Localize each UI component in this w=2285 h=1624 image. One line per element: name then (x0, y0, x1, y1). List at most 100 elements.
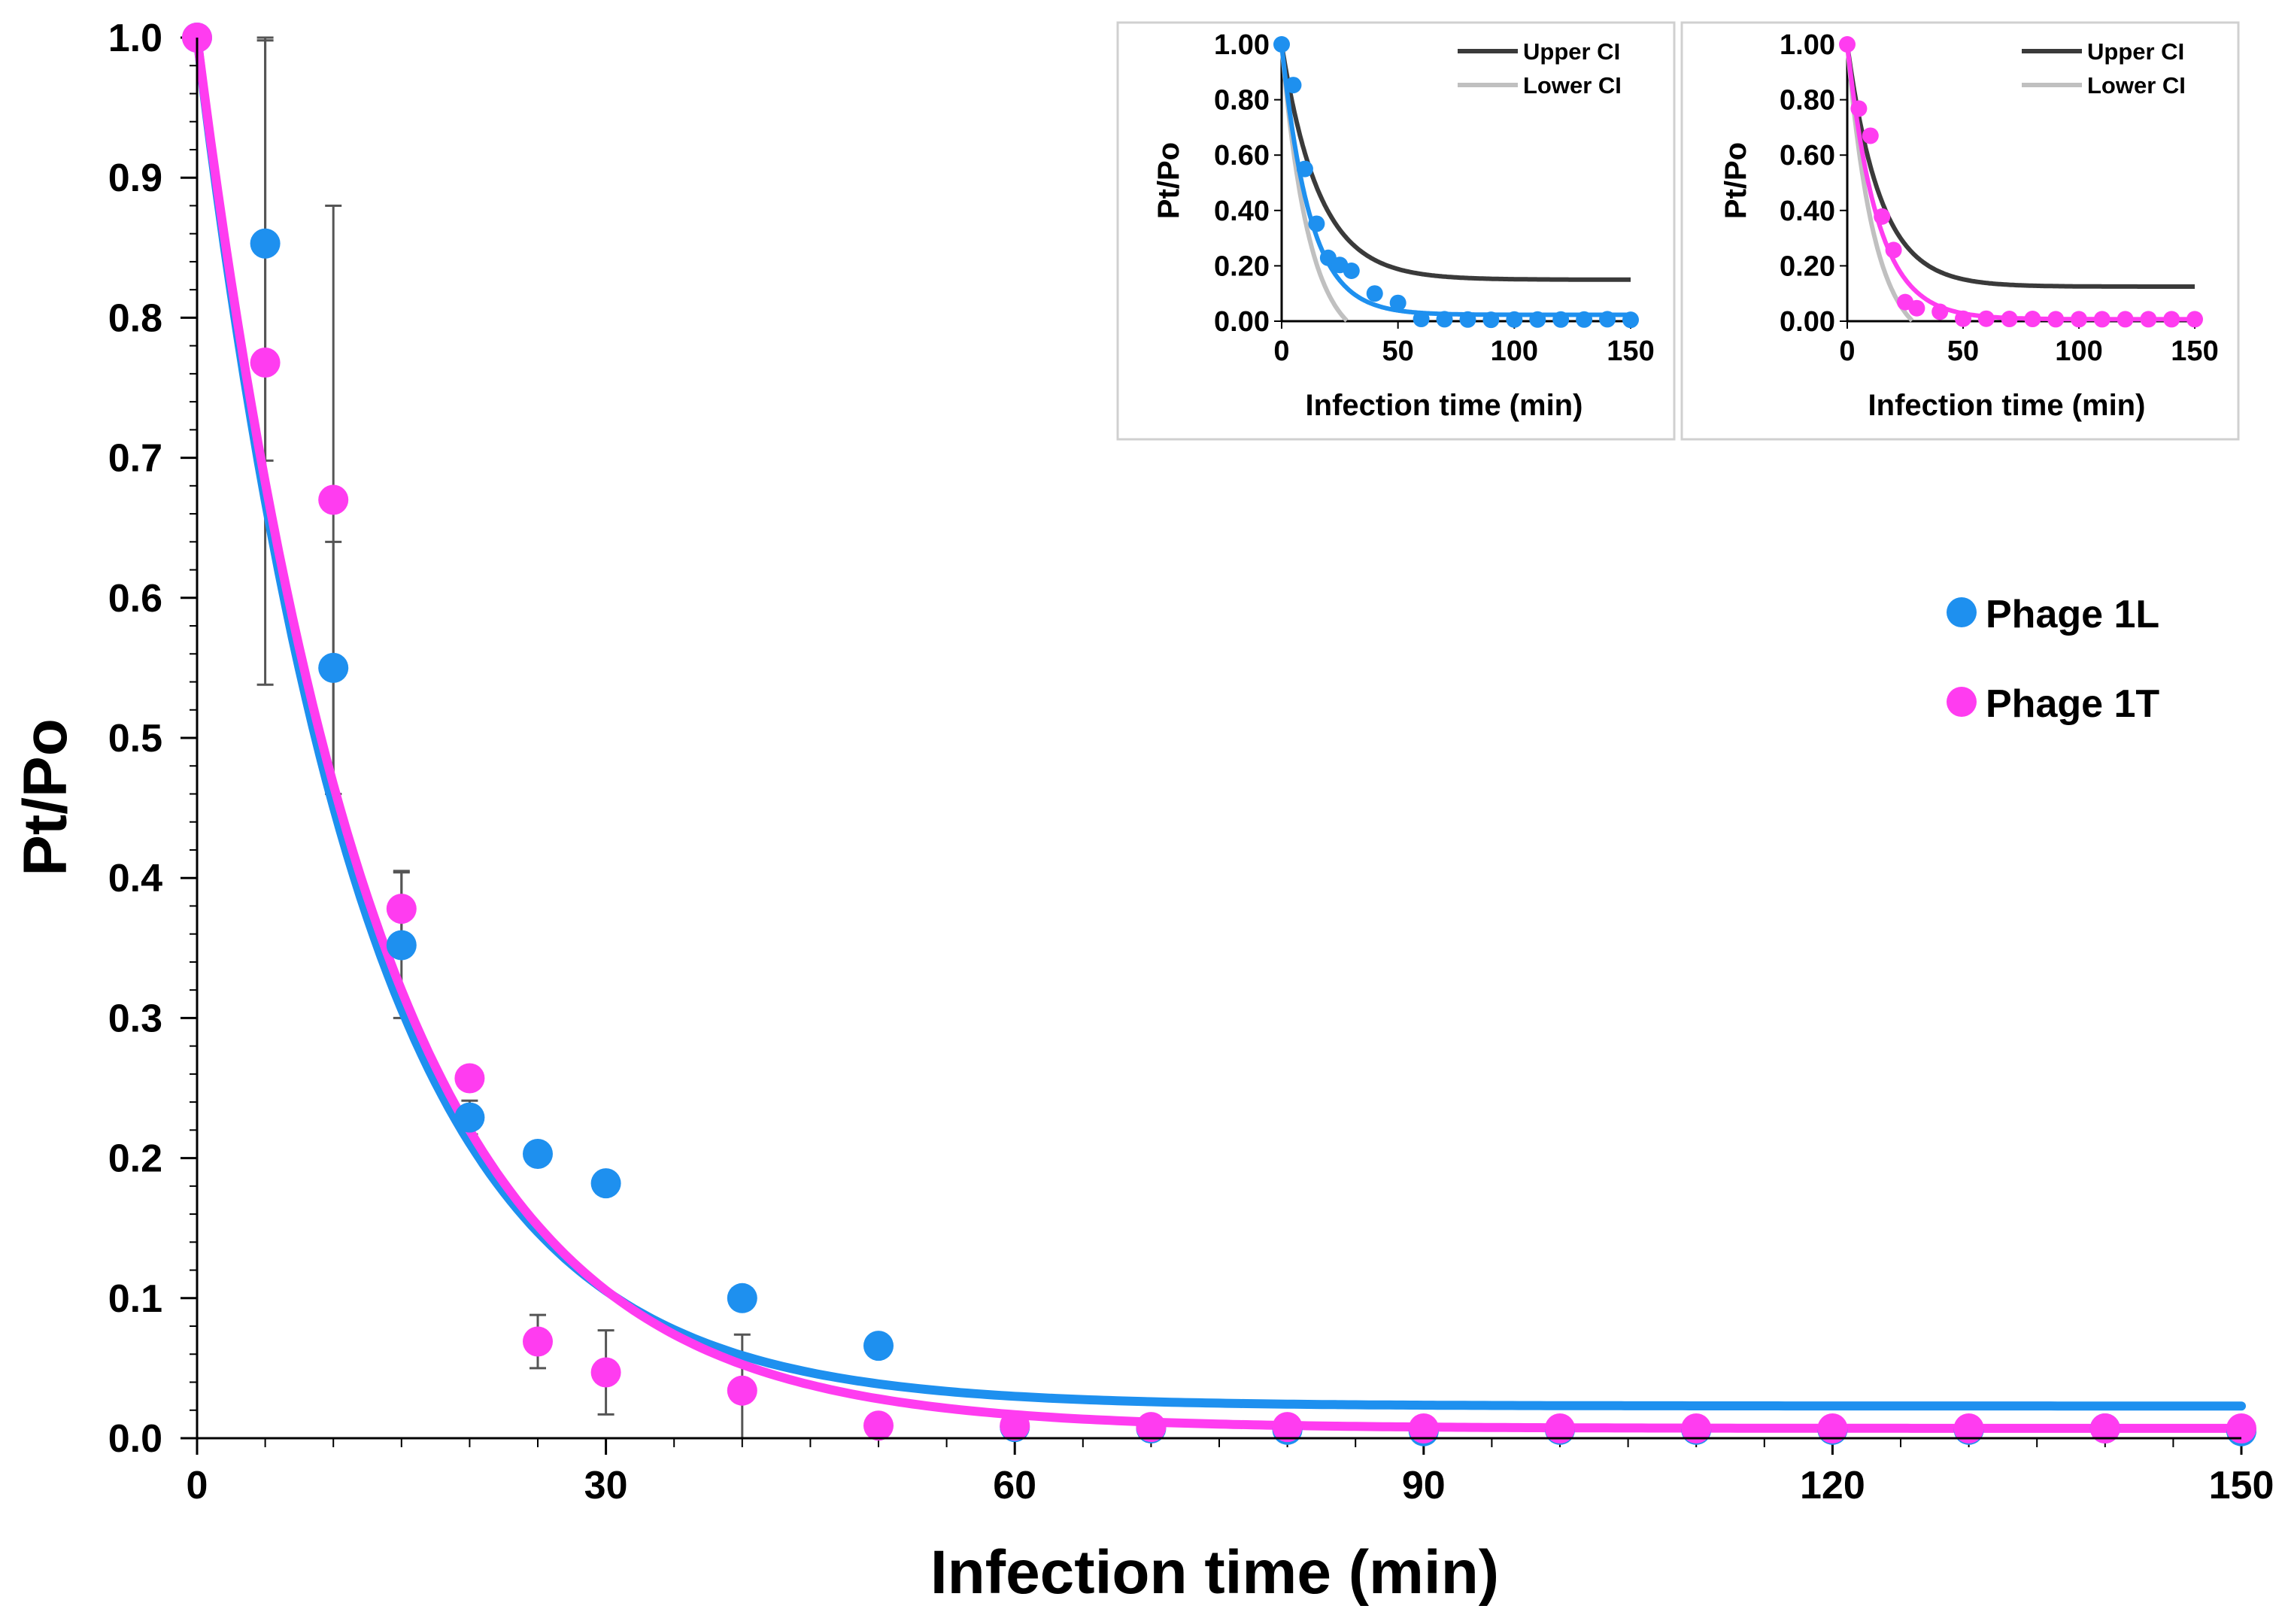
data-point-phage-1t (454, 1063, 485, 1094)
main-axes (196, 38, 2241, 1440)
inset-1-legend-lower-ci-label: Lower CI (1523, 72, 1622, 99)
inset-data-point (1343, 263, 1360, 280)
inset-2-legend: Upper CI Lower CI (2022, 38, 2186, 99)
data-point-phage-1t (1272, 1412, 1303, 1443)
inset-x-tick-label: 0 (1839, 335, 1855, 367)
main-x-tick-label: 60 (993, 1464, 1036, 1507)
inset-data-point (1874, 208, 1891, 225)
data-point-phage-1t (318, 484, 349, 515)
inset-y-tick-label: 0.00 (1214, 306, 1270, 338)
inset-data-point (1529, 311, 1546, 328)
inset-1-y-axis-title: Pt/Po (1152, 142, 1185, 219)
data-point-phage-1t (386, 894, 417, 924)
inset-1-frame (1116, 21, 1676, 441)
data-point-phage-1l (727, 1283, 757, 1313)
inset-data-point (1977, 310, 1995, 327)
inset-ci-curve-upper-ci (1279, 44, 1631, 282)
main-y-tick-label: 1.0 (108, 17, 162, 60)
main-x-tick-label: 30 (584, 1464, 628, 1507)
inset-data-point (2140, 311, 2157, 328)
legend-marker-phage-1l (1947, 597, 1977, 627)
inset-x-tick-label: 50 (1382, 335, 1414, 367)
main-fit-curves (193, 33, 2246, 1433)
inset-y-tick-label: 0.00 (1780, 306, 1835, 338)
inset-fit-curve (1279, 44, 1631, 317)
main-y-tick-label: 0.3 (108, 997, 162, 1040)
main-x-tick-label: 0 (187, 1464, 208, 1507)
main-y-tick-label: 0.5 (108, 717, 162, 760)
inset-data-point (2163, 311, 2180, 328)
inset-data-point (1931, 303, 1949, 320)
data-point-phage-1t (2226, 1413, 2256, 1443)
inset-data-point (1862, 127, 1879, 144)
inset-data-point (1308, 215, 1325, 232)
data-point-phage-1l (386, 930, 417, 961)
inset-2-x-axis-title: Infection time (min) (1868, 389, 2146, 422)
inset-data-point (1296, 160, 1313, 178)
inset-data-point (1885, 241, 1902, 259)
inset-1-x-axis-title: Infection time (min) (1306, 389, 1583, 422)
inset-y-tick-label: 0.40 (1780, 196, 1835, 227)
data-point-phage-1l (523, 1139, 553, 1170)
main-y-tick-label: 0.0 (108, 1417, 162, 1461)
main-y-tick-label: 0.2 (108, 1137, 162, 1181)
inset-data-point (1459, 311, 1476, 328)
inset-data-point (1839, 36, 1856, 53)
inset-x-tick-label: 0 (1273, 335, 1289, 367)
inset-y-tick-label: 0.80 (1780, 85, 1835, 117)
inset-data-point (2071, 311, 2087, 328)
inset-data-point (1413, 311, 1430, 328)
main-y-tick-label: 0.4 (108, 857, 162, 900)
inset-x-tick-label: 150 (1607, 335, 1654, 367)
inset-x-tick-label: 100 (2055, 335, 2102, 367)
data-point-phage-1t (2089, 1413, 2120, 1443)
inset-x-tick-label: 150 (2171, 335, 2218, 367)
inset-y-tick-label: 1.00 (1780, 29, 1835, 61)
inset-data-point (1576, 311, 1593, 328)
main-chart: 0 30 60 90 120 150 0.0 0.1 0.2 0.3 0.4 0.5 0.6 0.7 0.8… (11, 17, 2274, 1607)
main-x-axis-title: Infection time (min) (930, 1538, 1499, 1607)
data-point-phage-1t (523, 1326, 553, 1357)
inset-ci-curve-upper-ci (1845, 44, 2195, 289)
inset-chart-phage-1t: 0.00 0.20 0.40 0.60 0.80 1.00 0 50 100 150 Infect… (1680, 21, 2240, 441)
inset-y-tick-label: 1.00 (1214, 29, 1270, 61)
inset-chart-phage-1l: 0.00 0.20 0.40 0.60 0.80 1.00 0 50 100 150 Infect… (1116, 21, 1676, 441)
main-data-points (182, 23, 2256, 1446)
inset-data-point (2186, 311, 2203, 328)
data-point-phage-1l (318, 652, 349, 683)
inset-1-plot: 0.00 0.20 0.40 0.60 0.80 1.00 0 50 100 150 (1214, 29, 1655, 367)
inset-2-legend-lower-ci-label: Lower CI (2087, 72, 2186, 99)
inset-data-point (1955, 310, 1971, 327)
data-point-phage-1t (1000, 1410, 1030, 1441)
data-point-phage-1t (1953, 1413, 1984, 1443)
data-point-phage-1t (1408, 1413, 1439, 1443)
inset-data-point (1389, 294, 1407, 311)
inset-x-tick-label: 50 (1947, 335, 1979, 367)
main-ticks (181, 36, 2243, 1455)
fit-curve-phage-1t (193, 33, 2246, 1433)
data-point-phage-1t (1817, 1413, 1848, 1443)
inset-data-point (1482, 311, 1500, 329)
inset-data-point (2001, 311, 2018, 328)
main-x-tick-label: 150 (2209, 1464, 2274, 1507)
data-point-phage-1t (1681, 1413, 1712, 1443)
inset-2-y-axis-title: Pt/Po (1719, 142, 1752, 219)
inset-data-point (2093, 311, 2111, 328)
inset-y-tick-label: 0.80 (1214, 85, 1270, 117)
inset-data-point (1506, 311, 1523, 328)
inset-y-tick-label: 0.60 (1214, 140, 1270, 172)
inset-data-point (1366, 285, 1383, 302)
inset-x-tick-label: 100 (1491, 335, 1538, 367)
main-y-tick-label: 0.8 (108, 296, 162, 340)
inset-data-point (1436, 311, 1453, 328)
inset-y-tick-label: 0.60 (1780, 140, 1835, 172)
main-y-tick-label: 0.9 (108, 156, 162, 200)
data-point-phage-1t (590, 1357, 621, 1388)
inset-data-point (1622, 311, 1639, 329)
main-x-tick-label: 120 (1800, 1464, 1865, 1507)
legend-label-phage-1l: Phage 1L (1986, 593, 2159, 636)
inset-data-point (1273, 36, 1290, 53)
legend-label-phage-1t: Phage 1T (1986, 682, 2159, 726)
inset-fit-curve (1845, 44, 2195, 322)
